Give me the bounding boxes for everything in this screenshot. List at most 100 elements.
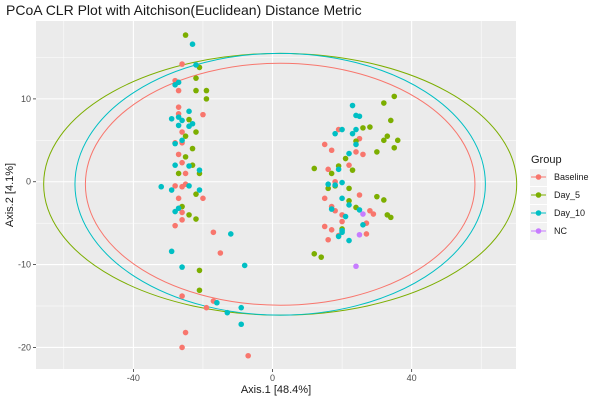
point-baseline (172, 183, 178, 189)
point-baseline (367, 207, 373, 214)
point-day-10 (179, 117, 185, 124)
point-day-10 (342, 213, 349, 220)
legend-key-point (535, 228, 542, 234)
point-day-10 (224, 309, 231, 316)
point-day-5 (182, 154, 189, 160)
legend-label: Day_10 (554, 208, 585, 218)
point-baseline (203, 304, 210, 311)
point-day-10 (158, 183, 165, 190)
point-day-10 (339, 179, 345, 186)
point-day-10 (189, 41, 196, 47)
legend-label: Day_5 (554, 190, 580, 200)
point-day-5 (325, 185, 331, 192)
point-day-10 (332, 130, 338, 137)
point-day-5 (391, 93, 398, 100)
point-day-5 (349, 167, 356, 173)
point-day-5 (394, 137, 401, 144)
grid-minor (36, 21, 516, 369)
point-day-10 (339, 195, 345, 202)
point-day-10 (238, 304, 245, 311)
point-baseline (179, 344, 185, 351)
point-day-5 (193, 216, 199, 222)
point-baseline (200, 111, 206, 118)
point-day-5 (182, 32, 189, 38)
x-axis-ticks: -40 0 40 (127, 369, 417, 383)
legend-label: Baseline (554, 172, 589, 182)
point-nc (356, 231, 363, 238)
x-axis-label: Axis.1 [48.4%] (241, 384, 311, 396)
point-baseline (179, 159, 185, 166)
point-baseline (210, 229, 217, 236)
point-day-10 (172, 140, 178, 147)
point-day-10 (328, 206, 335, 212)
point-day-5 (186, 116, 192, 123)
point-day-5 (328, 170, 335, 177)
point-baseline (179, 217, 185, 223)
point-day-5 (203, 96, 210, 102)
point-day-5 (346, 185, 352, 192)
point-day-5 (384, 133, 391, 139)
point-baseline (175, 87, 182, 94)
chart-title: PCoA CLR Plot with Aitchison(Euclidean) … (6, 2, 362, 18)
point-day-10 (335, 233, 342, 240)
point-day-5 (367, 124, 373, 130)
point-day-10 (186, 108, 192, 115)
point-baseline (360, 151, 366, 158)
point-baseline (175, 104, 182, 110)
ellipse-baseline (84, 62, 476, 306)
point-day-10 (346, 237, 352, 244)
x-tick-label: -40 (127, 373, 140, 383)
point-baseline (182, 329, 189, 336)
legend-key-point (535, 174, 542, 180)
legend-item-baseline: Baseline (530, 169, 589, 186)
point-day-5 (193, 129, 199, 135)
point-day-5 (182, 133, 189, 139)
legend-item-nc: NC (530, 223, 567, 240)
point-baseline (200, 195, 206, 202)
point-day-10 (196, 167, 203, 173)
point-day-5 (381, 197, 387, 203)
point-baseline (356, 192, 363, 198)
legend: Group Baseline Day_5 Day_10 NC (530, 154, 589, 240)
point-day-5 (342, 155, 349, 162)
point-baseline (325, 236, 331, 243)
legend-label: NC (554, 226, 567, 236)
point-day-10 (241, 262, 248, 269)
point-nc (353, 263, 359, 270)
point-nc (360, 211, 366, 217)
point-day-5 (360, 125, 366, 131)
point-day-10 (356, 207, 363, 213)
point-day-5 (374, 149, 380, 155)
point-day-10 (349, 102, 356, 109)
point-baseline (179, 293, 185, 299)
x-tick-label: 40 (407, 373, 417, 383)
point-baseline (179, 61, 185, 67)
point-baseline (217, 250, 224, 256)
legend-item-day-5: Day_5 (530, 187, 580, 204)
legend-key-point (535, 192, 542, 198)
point-day-10 (339, 229, 345, 236)
point-day-10 (179, 264, 185, 270)
point-baseline (182, 170, 189, 177)
point-day-10 (189, 120, 196, 127)
point-baseline (245, 352, 251, 359)
plot-panel (36, 21, 516, 369)
point-baseline (328, 227, 335, 233)
point-baseline (321, 223, 328, 230)
point-day-5 (387, 117, 394, 124)
point-day-10 (175, 114, 182, 120)
point-day-5 (346, 198, 352, 204)
point-day-10 (346, 202, 352, 208)
y-tick-label: -20 (18, 342, 31, 352)
y-axis-label: Axis.2 [4.1%] (4, 163, 16, 227)
point-day-10 (175, 79, 182, 86)
point-baseline (321, 195, 328, 202)
point-day-5 (311, 165, 318, 172)
point-day-5 (387, 214, 394, 221)
point-day-5 (175, 170, 182, 177)
point-day-5 (381, 137, 387, 144)
y-axis-ticks: -20 -10 0 10 (18, 94, 36, 352)
legend-key-point (535, 210, 542, 216)
point-day-5 (318, 254, 325, 260)
point-baseline (353, 149, 359, 155)
